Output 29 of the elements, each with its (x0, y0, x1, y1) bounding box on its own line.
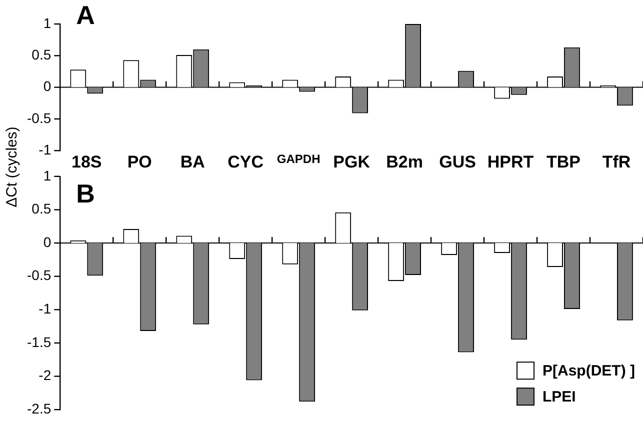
y-tick-label: -1 (38, 141, 52, 158)
y-tick-label: 0.5 (32, 46, 52, 63)
y-tick-label: -0.5 (27, 110, 52, 126)
x-tick-label: TBP (546, 152, 581, 172)
y-tick-label: 1 (43, 167, 52, 184)
y-axis-title: ΔCt (cycles) (4, 126, 20, 208)
y-tick-label: 0 (43, 234, 52, 250)
chart-title: A (76, 0, 96, 30)
x-tick-label: CYC (228, 152, 264, 172)
y-tick-label: 1 (43, 14, 52, 31)
x-tick-label: 18S (71, 152, 102, 172)
y-tick-label: 0.5 (32, 200, 52, 217)
x-tick-label: PO (127, 152, 152, 172)
y-tick-label: -0.5 (27, 267, 52, 284)
x-tick-label: HPRT (487, 152, 534, 172)
x-tick-label: GAPDH (276, 152, 320, 166)
y-tick-label: -1.5 (27, 334, 52, 350)
legend-label: P[Asp(DET) ] (542, 362, 636, 380)
y-tick-label: 0 (43, 78, 52, 94)
x-tick-label: GUS (439, 152, 476, 172)
x-tick-label: TfR (602, 152, 631, 172)
y-tick-label: -2.5 (27, 400, 52, 416)
x-tick-label: BA (180, 152, 205, 172)
y-tick-label: -2 (38, 367, 52, 384)
x-tick-label: B2m (386, 152, 423, 172)
x-tick-label: PGK (333, 152, 371, 172)
legend-label: LPEI (542, 388, 576, 406)
y-tick-label: -1 (38, 300, 52, 317)
chart-title: B (76, 178, 95, 209)
